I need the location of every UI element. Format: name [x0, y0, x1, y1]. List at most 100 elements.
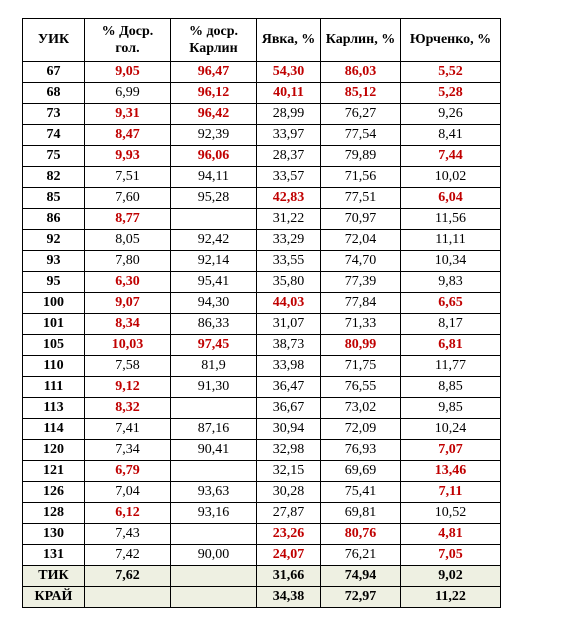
- table-row: 1267,0493,6330,2875,417,11: [23, 482, 501, 503]
- uik-cell: 105: [23, 335, 85, 356]
- yavka-cell: 30,94: [257, 419, 321, 440]
- yavka-cell: 42,83: [257, 188, 321, 209]
- dosr_gol-cell: 8,47: [85, 125, 171, 146]
- dosr_gol-cell: 7,04: [85, 482, 171, 503]
- dosr_karlin-cell: 96,12: [171, 83, 257, 104]
- dosr_karlin-cell: [171, 587, 257, 608]
- yurchenko-cell: 8,17: [401, 314, 501, 335]
- dosr_gol-cell: 8,05: [85, 230, 171, 251]
- yurchenko-cell: 9,26: [401, 104, 501, 125]
- dosr_karlin-cell: 91,30: [171, 377, 257, 398]
- yurchenko-cell: 9,02: [401, 566, 501, 587]
- yavka-cell: 32,98: [257, 440, 321, 461]
- karlin-cell: 72,09: [321, 419, 401, 440]
- table-row: 686,9996,1240,1185,125,28: [23, 83, 501, 104]
- uik-cell: 131: [23, 545, 85, 566]
- table-row: 10510,0397,4538,7380,996,81: [23, 335, 501, 356]
- dosr_karlin-cell: 96,06: [171, 146, 257, 167]
- karlin-cell: 77,51: [321, 188, 401, 209]
- uik-cell: 92: [23, 230, 85, 251]
- uik-cell: 75: [23, 146, 85, 167]
- uik-cell: 128: [23, 503, 85, 524]
- karlin-cell: 72,97: [321, 587, 401, 608]
- dosr_karlin-cell: [171, 566, 257, 587]
- dosr_karlin-cell: [171, 398, 257, 419]
- yurchenko-cell: 10,34: [401, 251, 501, 272]
- uik-cell: 85: [23, 188, 85, 209]
- dosr_gol-cell: [85, 587, 171, 608]
- karlin-cell: 86,03: [321, 62, 401, 83]
- yurchenko-cell: 8,85: [401, 377, 501, 398]
- uik-cell: 126: [23, 482, 85, 503]
- uik-cell: 111: [23, 377, 85, 398]
- yavka-cell: 40,11: [257, 83, 321, 104]
- yavka-cell: 24,07: [257, 545, 321, 566]
- dosr_gol-cell: 9,12: [85, 377, 171, 398]
- dosr_gol-cell: 8,34: [85, 314, 171, 335]
- yurchenko-cell: 7,07: [401, 440, 501, 461]
- karlin-cell: 76,93: [321, 440, 401, 461]
- uik-cell: 93: [23, 251, 85, 272]
- yurchenko-cell: 6,81: [401, 335, 501, 356]
- dosr_gol-cell: 9,93: [85, 146, 171, 167]
- yavka-cell: 23,26: [257, 524, 321, 545]
- table-row: 1138,3236,6773,029,85: [23, 398, 501, 419]
- dosr_karlin-cell: 87,16: [171, 419, 257, 440]
- karlin-cell: 69,81: [321, 503, 401, 524]
- yavka-cell: 31,07: [257, 314, 321, 335]
- uik-cell: 95: [23, 272, 85, 293]
- karlin-cell: 80,76: [321, 524, 401, 545]
- karlin-cell: 79,89: [321, 146, 401, 167]
- dosr_gol-cell: 7,80: [85, 251, 171, 272]
- yurchenko-cell: 7,05: [401, 545, 501, 566]
- dosr_gol-cell: 9,07: [85, 293, 171, 314]
- karlin-cell: 77,84: [321, 293, 401, 314]
- table-summary-row: КРАЙ34,3872,9711,22: [23, 587, 501, 608]
- yurchenko-cell: 9,83: [401, 272, 501, 293]
- dosr_gol-cell: 6,12: [85, 503, 171, 524]
- uik-cell: 74: [23, 125, 85, 146]
- yurchenko-cell: 7,44: [401, 146, 501, 167]
- dosr_karlin-cell: 97,45: [171, 335, 257, 356]
- yurchenko-cell: 13,46: [401, 461, 501, 482]
- yurchenko-cell: 4,81: [401, 524, 501, 545]
- yurchenko-cell: 11,77: [401, 356, 501, 377]
- uik-cell: 121: [23, 461, 85, 482]
- karlin-cell: 71,33: [321, 314, 401, 335]
- uik-cell: КРАЙ: [23, 587, 85, 608]
- yurchenko-cell: 7,11: [401, 482, 501, 503]
- yurchenko-cell: 9,85: [401, 398, 501, 419]
- yavka-cell: 31,66: [257, 566, 321, 587]
- yurchenko-cell: 10,52: [401, 503, 501, 524]
- dosr_gol-cell: 9,05: [85, 62, 171, 83]
- dosr_gol-cell: 7,43: [85, 524, 171, 545]
- karlin-cell: 76,27: [321, 104, 401, 125]
- yurchenko-cell: 10,02: [401, 167, 501, 188]
- dosr_karlin-cell: 92,42: [171, 230, 257, 251]
- uik-cell: 114: [23, 419, 85, 440]
- karlin-cell: 76,21: [321, 545, 401, 566]
- karlin-cell: 71,75: [321, 356, 401, 377]
- dosr_karlin-cell: 86,33: [171, 314, 257, 335]
- yurchenko-cell: 11,56: [401, 209, 501, 230]
- karlin-cell: 80,99: [321, 335, 401, 356]
- uik-cell: 120: [23, 440, 85, 461]
- col-header-dosr-gol: % Доср. гол.: [85, 19, 171, 62]
- table-row: 1307,4323,2680,764,81: [23, 524, 501, 545]
- yavka-cell: 33,29: [257, 230, 321, 251]
- dosr_gol-cell: 8,32: [85, 398, 171, 419]
- dosr_gol-cell: 6,30: [85, 272, 171, 293]
- yavka-cell: 33,57: [257, 167, 321, 188]
- yavka-cell: 36,67: [257, 398, 321, 419]
- yurchenko-cell: 11,11: [401, 230, 501, 251]
- yavka-cell: 35,80: [257, 272, 321, 293]
- dosr_karlin-cell: [171, 209, 257, 230]
- yavka-cell: 33,97: [257, 125, 321, 146]
- dosr_gol-cell: 8,77: [85, 209, 171, 230]
- table-row: 1018,3486,3331,0771,338,17: [23, 314, 501, 335]
- karlin-cell: 77,54: [321, 125, 401, 146]
- table-row: 1286,1293,1627,8769,8110,52: [23, 503, 501, 524]
- dosr_gol-cell: 7,34: [85, 440, 171, 461]
- yavka-cell: 28,99: [257, 104, 321, 125]
- karlin-cell: 76,55: [321, 377, 401, 398]
